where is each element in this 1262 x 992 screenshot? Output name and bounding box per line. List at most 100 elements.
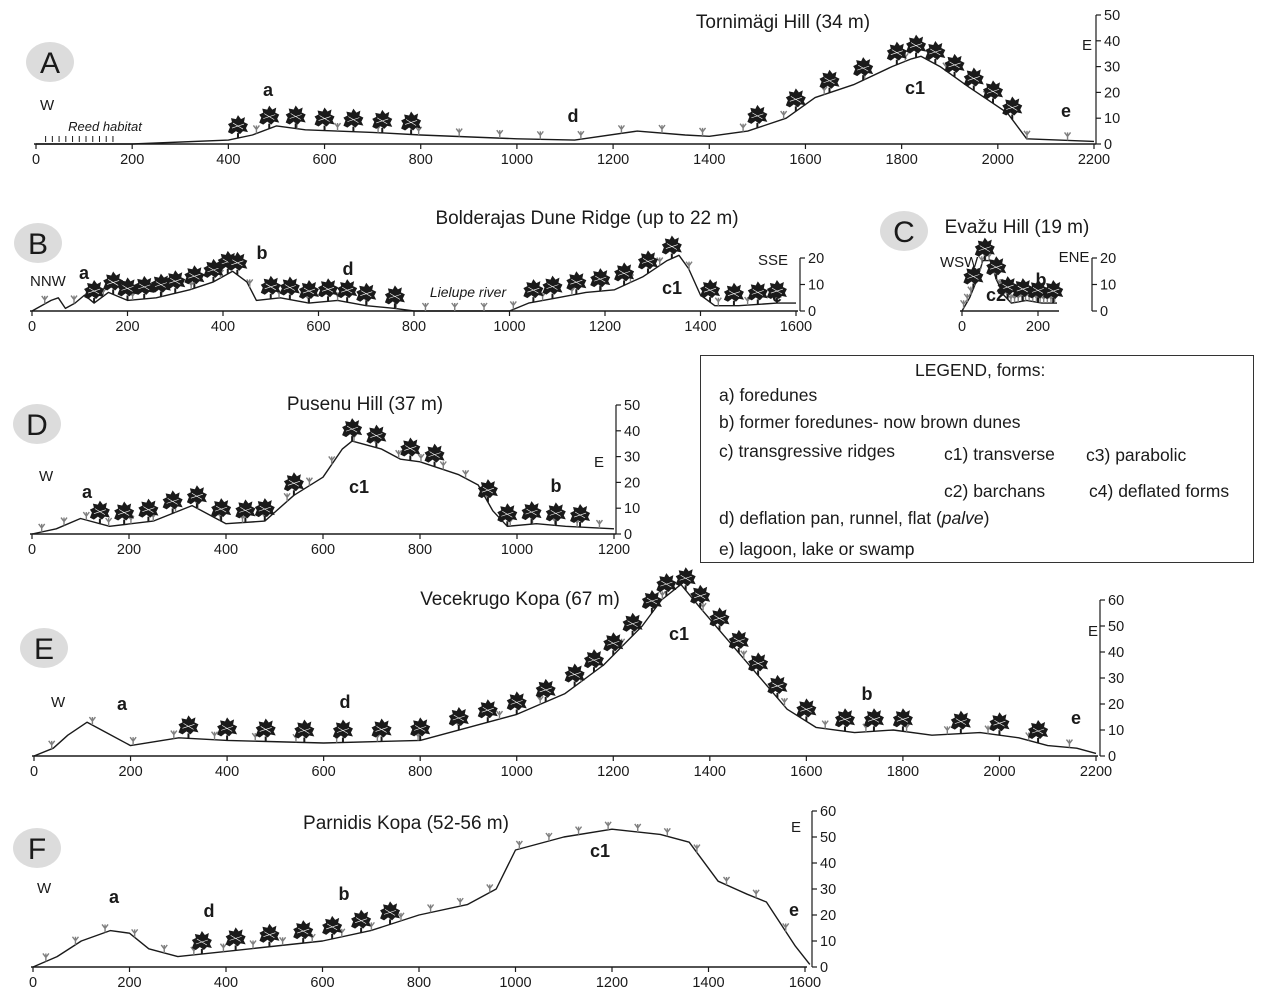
tree-icon — [477, 479, 498, 503]
tree-icon — [351, 909, 372, 933]
grass-tuft-icon — [739, 123, 747, 132]
direction-right-label: SSE — [758, 252, 788, 269]
grass-tuft-icon — [42, 953, 50, 962]
y-tick-label: 10 — [1108, 723, 1124, 739]
y-tick-label: 10 — [624, 501, 640, 517]
tree-icon — [293, 920, 314, 944]
grass-tuft-icon — [129, 736, 137, 746]
x-tick-label: 1600 — [790, 764, 822, 780]
tree-icon — [103, 271, 124, 295]
panel-letter: C — [893, 216, 915, 249]
panel-title: Pusenu Hill (37 m) — [287, 394, 443, 415]
y-tick-label: 40 — [820, 856, 836, 872]
y-tick-label: 0 — [624, 527, 632, 543]
legend-item-c2: c2) barchans — [944, 481, 1046, 501]
grass-tuft-icon — [963, 293, 971, 302]
x-tick-label: 200 — [1026, 319, 1050, 335]
tree-icon — [448, 707, 469, 730]
x-tick-label: 400 — [215, 764, 239, 780]
tree-icon — [989, 712, 1010, 736]
x-tick-label: 800 — [409, 152, 433, 168]
x-tick-label: 1000 — [499, 975, 531, 991]
y-tick-label: 30 — [1108, 671, 1124, 687]
legend-item-e: e) lagoon, lake or swamp — [719, 539, 915, 559]
tree-icon — [925, 41, 946, 65]
grass-tuft-icon — [421, 302, 430, 311]
form-label-b: b — [257, 243, 268, 263]
panel-title: Parnidis Kopa (52-56 m) — [303, 813, 509, 834]
grass-tuft-icon — [210, 731, 219, 740]
x-tick-label: 1800 — [887, 764, 919, 780]
tree-icon — [279, 276, 300, 300]
y-axis-label: E — [1082, 37, 1092, 54]
panel-letter: D — [26, 409, 48, 442]
legend-box: LEGEND, forms: a) foredunes b) former fo… — [700, 355, 1254, 563]
grass-tuft-icon — [480, 302, 488, 311]
tree-icon — [886, 41, 907, 65]
x-tick-label: 800 — [402, 319, 426, 335]
grass-tuft-icon — [397, 912, 405, 921]
x-tick-label: 0 — [28, 319, 36, 335]
legend-item-d: d) deflation pan, runnel, flat (palve) — [719, 508, 990, 528]
legend-item-c: c) transgressive ridges — [719, 441, 896, 461]
panel-C: C Evažu Hill (19 m) 0 200 0 10 20 WSW ENE c2 b — [880, 211, 1116, 335]
direction-left-label: W — [37, 880, 52, 897]
x-tick-label: 800 — [407, 975, 431, 991]
tree-icon — [150, 273, 171, 297]
tree-icon — [366, 424, 387, 448]
form-label-c1: c1 — [349, 477, 369, 497]
tree-icon — [400, 437, 421, 461]
tree-icon — [542, 275, 563, 299]
x-tick-label: 400 — [214, 975, 238, 991]
y-tick-label: 50 — [1108, 619, 1124, 635]
grass-tuft-icon — [1025, 292, 1033, 301]
direction-left-label: W — [39, 468, 54, 485]
grass-tuft-icon — [509, 300, 517, 310]
tree-icon — [690, 584, 711, 608]
x-tick-label: 800 — [408, 542, 432, 558]
elevation-profile-line — [31, 440, 615, 535]
form-label-b: b — [551, 476, 562, 496]
grass-tuft-icon — [780, 110, 788, 120]
tree-icon — [117, 277, 138, 301]
tree-icon — [590, 268, 611, 292]
tree-icon — [227, 251, 248, 275]
tree-icon — [477, 699, 498, 723]
tree-icon — [186, 485, 207, 509]
grass-tuft-icon — [960, 299, 968, 309]
y-tick-label: 10 — [1100, 278, 1116, 294]
y-tick-label: 50 — [820, 830, 836, 846]
x-tick-label: 600 — [311, 542, 335, 558]
legend-item-a: a) foredunes — [719, 385, 818, 405]
x-tick-label: 200 — [115, 319, 139, 335]
tree-icon — [963, 67, 984, 91]
grass-tuft-icon — [656, 257, 664, 266]
grass-tuft-icon — [455, 128, 463, 137]
y-tick-label: 30 — [820, 882, 836, 898]
grass-tuft-icon — [249, 940, 257, 949]
tree-icon — [255, 718, 276, 742]
tree-icon — [583, 649, 604, 673]
form-label-a: a — [263, 80, 274, 100]
y-tick-label: 0 — [1108, 749, 1116, 765]
y-tick-label: 40 — [1104, 34, 1120, 50]
grass-tuft-icon — [536, 130, 544, 140]
tree-icon — [84, 280, 105, 304]
grass-tuft-icon — [131, 928, 139, 938]
grass-tuft-icon — [634, 823, 642, 832]
tree-icon — [523, 279, 544, 303]
tree-icon — [343, 108, 364, 132]
x-tick-label: 1000 — [493, 319, 525, 335]
tree-icon — [906, 34, 927, 58]
tree-icon — [641, 590, 662, 613]
grass-tuft-icon — [105, 517, 113, 527]
form-label-e: e — [772, 286, 782, 306]
grass-tuft-icon — [604, 821, 612, 830]
tree-icon — [603, 632, 624, 656]
tree-icon — [767, 674, 788, 698]
tree-icon — [944, 53, 965, 77]
tree-icon — [260, 275, 281, 299]
direction-left-label: W — [40, 97, 55, 114]
x-tick-label: 1400 — [684, 319, 716, 335]
